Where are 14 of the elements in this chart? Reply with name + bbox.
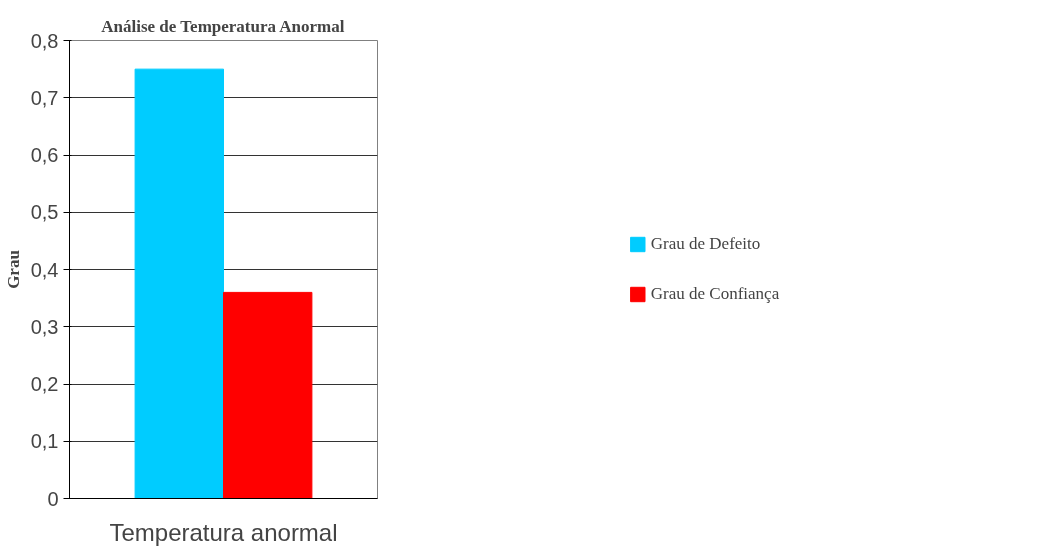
y-tick-label: 0,8: [30, 29, 59, 52]
y-tick-label: 0,4: [30, 258, 59, 281]
y-axis-title: Grau: [3, 250, 23, 289]
x-tick-label: Temperatura anormal: [109, 518, 338, 546]
chart-title: Análise de Temperatura Anormal: [101, 16, 345, 36]
legend-label: Grau de Confiança: [650, 284, 780, 304]
y-tick-label: 0,7: [30, 86, 59, 109]
y-tick-label: 0,1: [30, 430, 59, 453]
y-tick-label: 0: [47, 487, 59, 510]
y-tick-label: 0,2: [30, 373, 59, 395]
y-tick-label: 0,5: [30, 201, 59, 224]
y-tick-label: 0,6: [30, 144, 59, 166]
legend-label: Grau de Defeito: [650, 234, 761, 254]
y-tick-label: 0,3: [30, 315, 59, 338]
